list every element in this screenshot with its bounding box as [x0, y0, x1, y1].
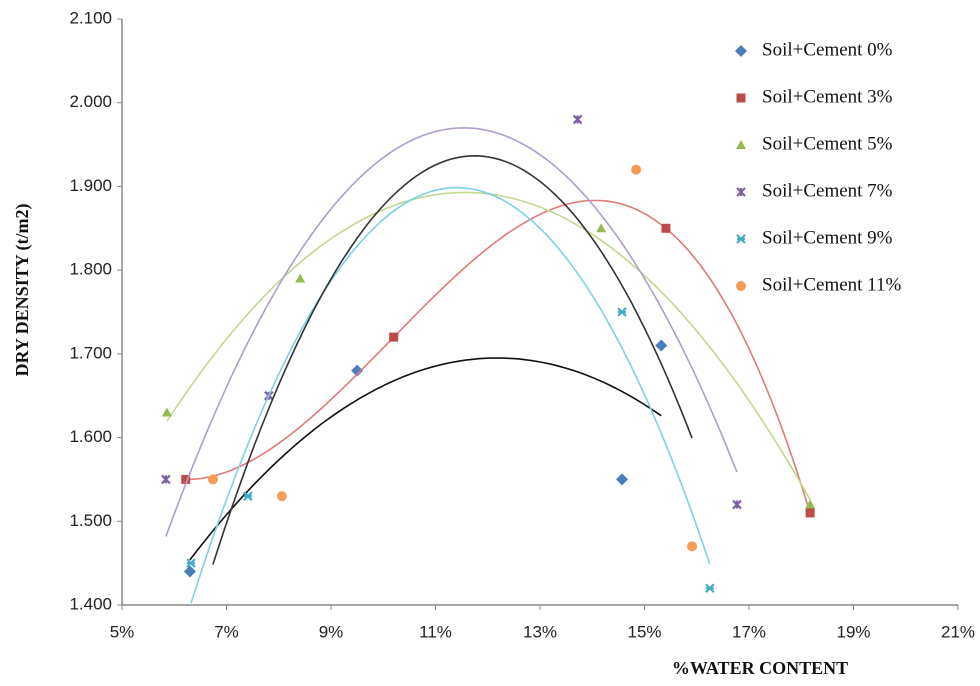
- y-tick-label: 1.700: [69, 343, 112, 362]
- point: [389, 332, 399, 342]
- point: [161, 474, 171, 485]
- point: [572, 114, 583, 125]
- y-tick-label: 2.000: [69, 92, 112, 111]
- y-tick-label: 2.100: [69, 8, 112, 27]
- point: [616, 473, 629, 486]
- x-tick-label: 15%: [627, 622, 661, 641]
- point: [655, 339, 668, 352]
- x-axis-title: %WATER CONTENT: [672, 658, 848, 678]
- legend-marker: [736, 234, 746, 244]
- legend-marker: [735, 45, 747, 57]
- legend-marker: [736, 140, 746, 149]
- y-tick-label: 1.400: [69, 594, 112, 613]
- legend-label: Soil+Cement 0%: [762, 39, 893, 60]
- point: [661, 223, 671, 233]
- y-tick-label: 1.900: [69, 176, 112, 195]
- legend-label: Soil+Cement 3%: [762, 86, 893, 107]
- point: [276, 491, 287, 502]
- point: [631, 164, 642, 175]
- point: [596, 223, 607, 233]
- legend-label: Soil+Cement 5%: [762, 133, 893, 154]
- point: [181, 474, 191, 484]
- x-tick-label: 9%: [319, 622, 344, 641]
- legend-marker: [736, 281, 746, 291]
- point: [186, 558, 196, 568]
- x-tick-label: 5%: [110, 622, 135, 641]
- y-tick-label: 1.600: [69, 427, 112, 446]
- point: [805, 499, 816, 509]
- x-tick-label: 13%: [523, 622, 557, 641]
- legend-label: Soil+Cement 7%: [762, 180, 893, 201]
- y-tick-label: 1.500: [69, 511, 112, 530]
- trend-line: [165, 127, 738, 537]
- trend-line: [212, 154, 693, 565]
- legend-marker: [736, 93, 746, 103]
- point: [161, 407, 172, 417]
- x-tick-label: 19%: [836, 622, 870, 641]
- x-tick-label: 11%: [419, 622, 452, 641]
- y-axis-title: DRY DENSITY (t/m2): [12, 203, 33, 376]
- x-tick-label: 17%: [732, 622, 766, 641]
- point: [732, 499, 742, 510]
- point: [207, 474, 218, 485]
- point: [351, 364, 364, 377]
- trend-line: [190, 186, 711, 604]
- legend-marker: [736, 187, 746, 197]
- legend-label: Soil+Cement 11%: [762, 274, 901, 295]
- point: [805, 508, 815, 518]
- trend-line: [185, 199, 811, 514]
- point: [705, 583, 715, 594]
- y-tick-label: 1.800: [69, 260, 112, 279]
- trend-line: [189, 357, 662, 561]
- x-tick-label: 21%: [941, 622, 975, 641]
- point: [295, 273, 306, 283]
- point: [687, 541, 698, 552]
- point: [617, 307, 627, 317]
- legend-label: Soil+Cement 9%: [762, 227, 893, 248]
- point: [183, 565, 196, 578]
- point: [243, 491, 253, 501]
- x-tick-label: 7%: [214, 622, 239, 641]
